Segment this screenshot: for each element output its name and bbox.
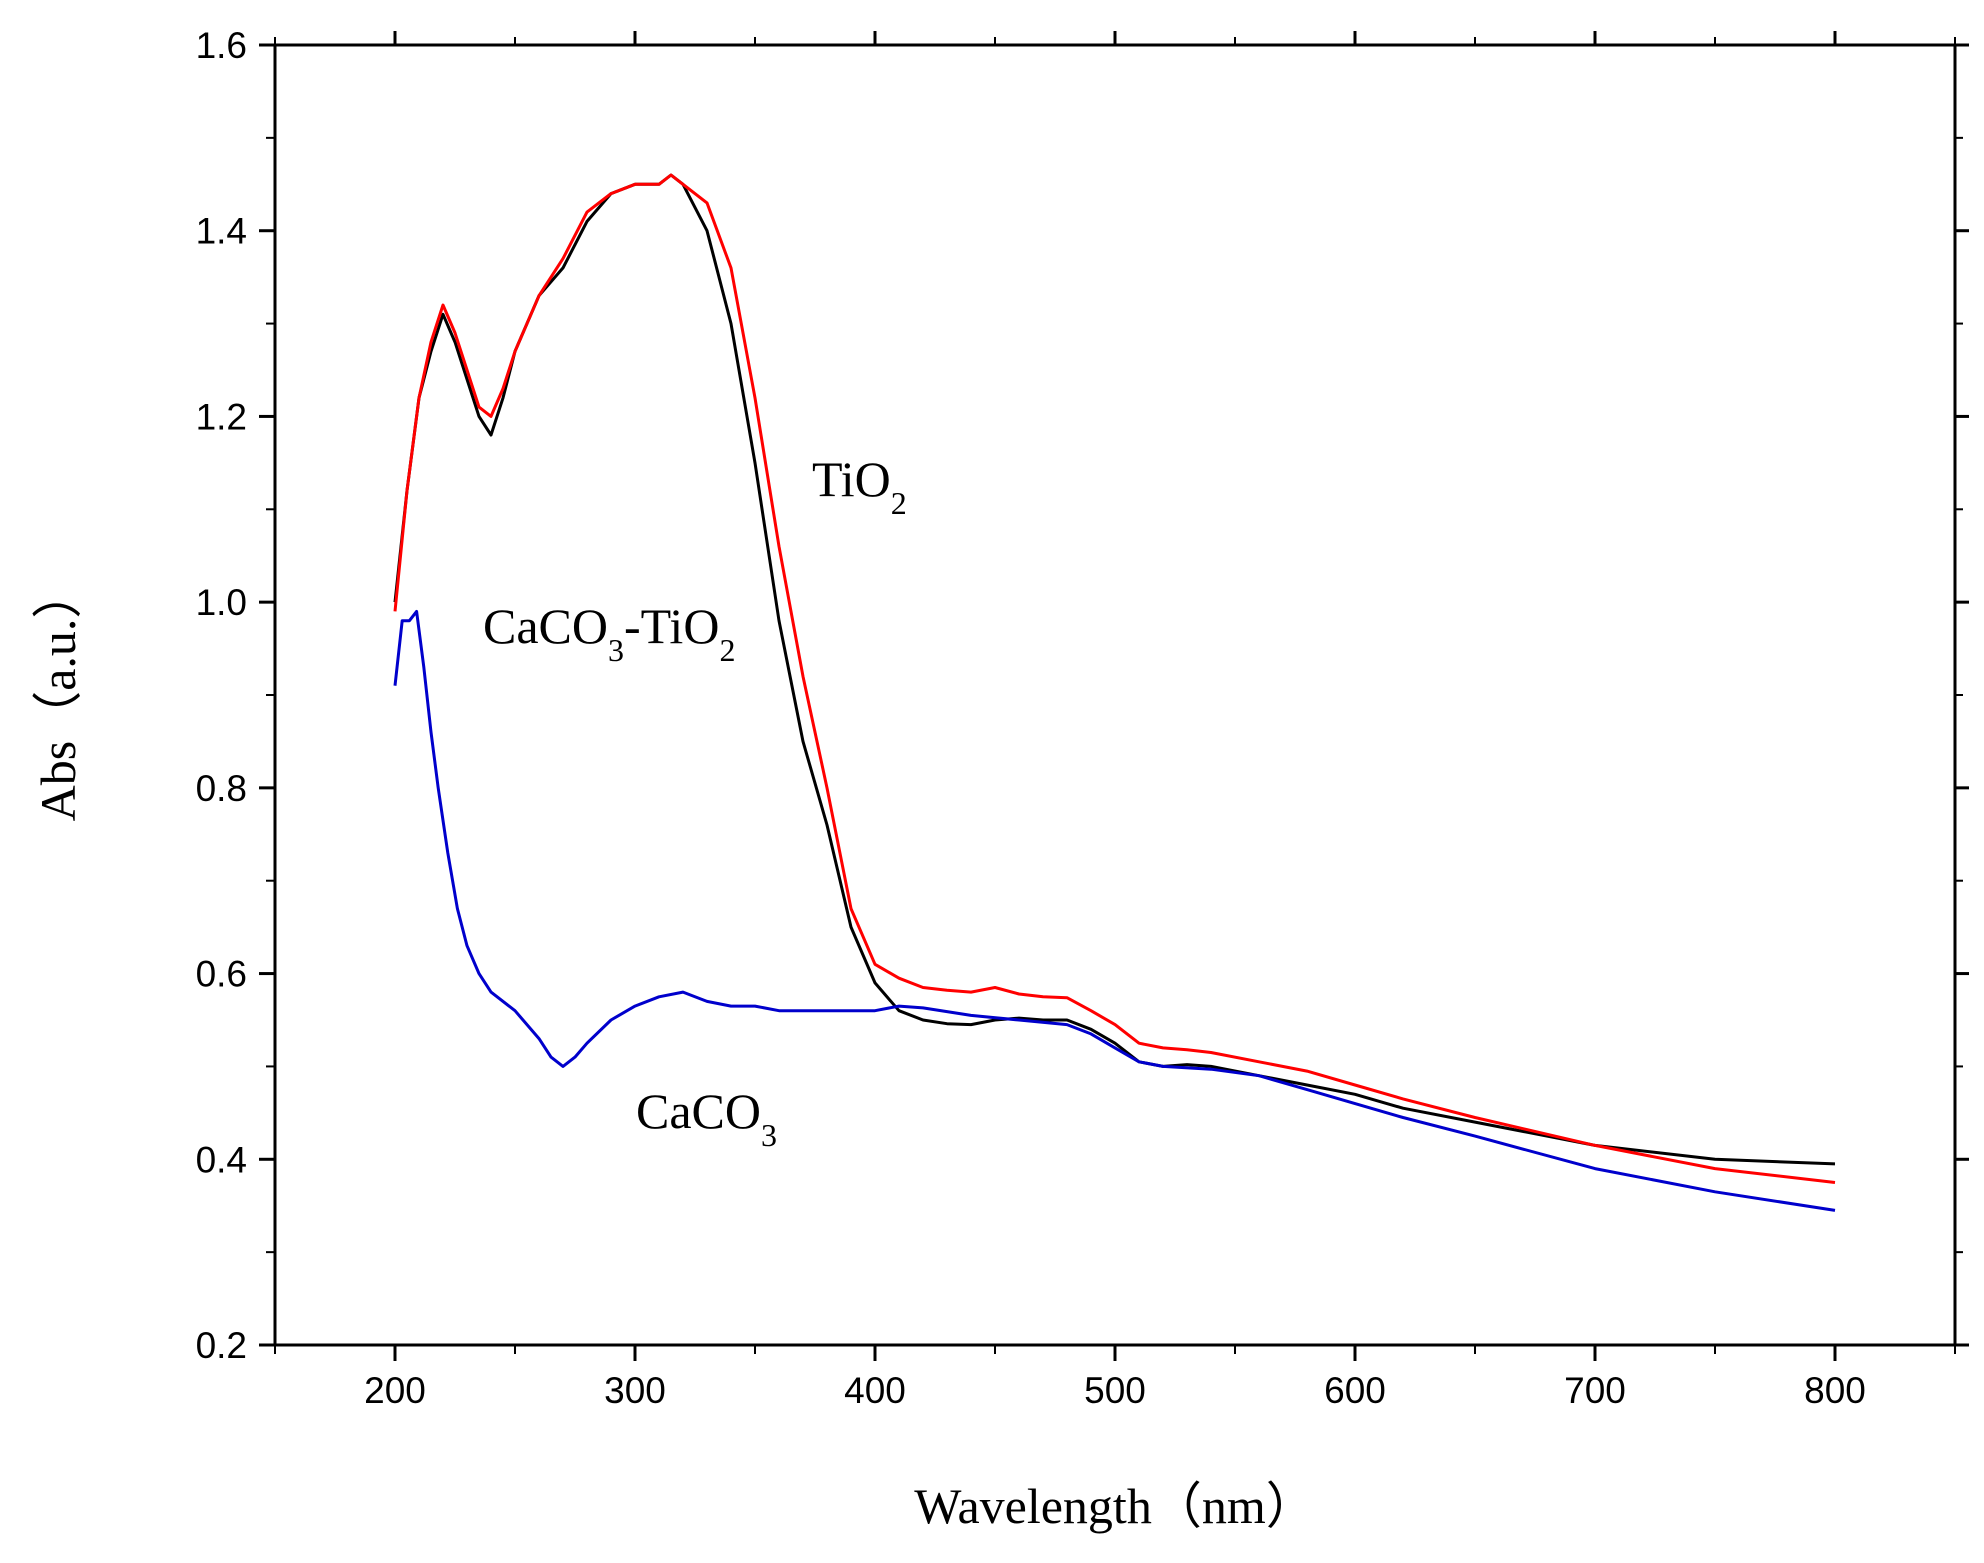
y-tick-label: 1.6 bbox=[196, 25, 247, 66]
x-tick-label: 300 bbox=[604, 1370, 666, 1411]
y-tick-label: 1.0 bbox=[196, 582, 247, 623]
x-tick-label: 800 bbox=[1804, 1370, 1866, 1411]
annotation-tio2: TiO2 bbox=[812, 451, 907, 521]
x-tick-label: 700 bbox=[1564, 1370, 1626, 1411]
series-line-caco3-tio2 bbox=[393, 173, 1836, 1166]
y-tick-label: 1.4 bbox=[196, 211, 247, 252]
y-tick-label: 0.8 bbox=[196, 768, 247, 809]
y-tick-label: 0.4 bbox=[196, 1139, 247, 1180]
series-line-caco3 bbox=[393, 609, 1836, 1212]
axis-tick-labels: 200 300 400 500 600 700 800 0.2 0.4 0.6 0.8 1.0 1.2 1… bbox=[196, 25, 1866, 1411]
annotation-caco3-tio2: CaCO3-TiO2 bbox=[483, 598, 735, 668]
x-tick-label: 500 bbox=[1084, 1370, 1146, 1411]
x-tick-label: 200 bbox=[364, 1370, 426, 1411]
y-tick-label: 0.2 bbox=[196, 1325, 247, 1366]
x-tick-label: 400 bbox=[844, 1370, 906, 1411]
annotation-caco3: CaCO3 bbox=[636, 1083, 777, 1153]
plot-frame bbox=[273, 43, 1957, 1347]
y-tick-label: 0.6 bbox=[196, 954, 247, 995]
x-axis-title: Wavelength（nm） bbox=[914, 1478, 1315, 1534]
x-tick-label: 600 bbox=[1324, 1370, 1386, 1411]
axis-ticks bbox=[259, 31, 1969, 1361]
y-axis-title: Abs（a.u.） bbox=[30, 569, 86, 822]
series-line-tio2 bbox=[393, 173, 1836, 1184]
data-series bbox=[393, 173, 1836, 1212]
y-tick-label: 1.2 bbox=[196, 396, 247, 437]
